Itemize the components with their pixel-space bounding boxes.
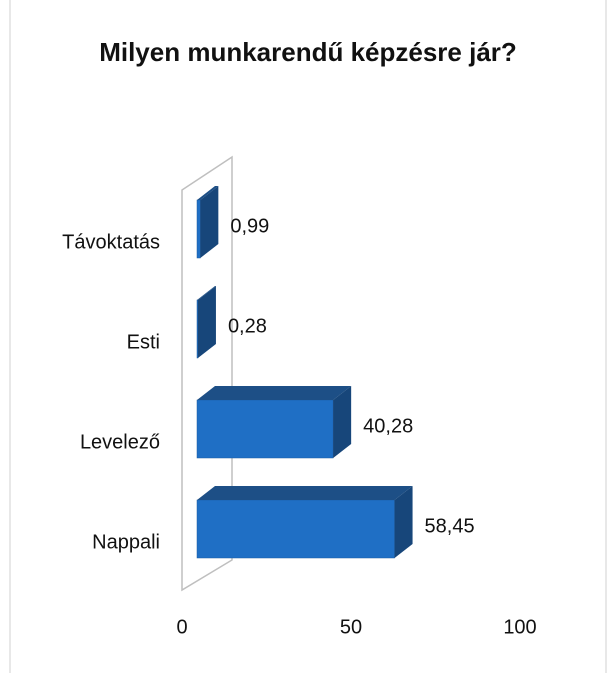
bar <box>196 499 395 559</box>
value-label: 0,99 <box>230 215 269 237</box>
value-label: 0,28 <box>228 315 267 337</box>
bar-top <box>197 286 216 300</box>
bar <box>196 399 334 459</box>
bar-top <box>197 186 219 200</box>
bar-top <box>197 386 352 400</box>
bar-top <box>197 486 413 500</box>
y-tick-label: Nappali <box>92 531 160 553</box>
value-label: 58,45 <box>425 515 475 537</box>
bar-side <box>333 386 352 458</box>
chart-title: Milyen munkarendű képzésre jár? <box>99 37 517 67</box>
y-tick-label: Levelező <box>80 431 160 453</box>
bar <box>196 299 199 359</box>
y-tick-label: Esti <box>127 331 160 353</box>
y-tick-label: Távoktatás <box>62 231 160 253</box>
bar <box>196 199 201 259</box>
value-label: 40,28 <box>363 415 413 437</box>
x-tick-label: 50 <box>340 616 362 638</box>
bar-side <box>394 486 413 558</box>
bar-side <box>197 286 216 358</box>
x-tick-label: 100 <box>503 616 536 638</box>
x-tick-label: 0 <box>176 616 187 638</box>
wall <box>181 155 233 592</box>
bar-side <box>200 186 219 258</box>
